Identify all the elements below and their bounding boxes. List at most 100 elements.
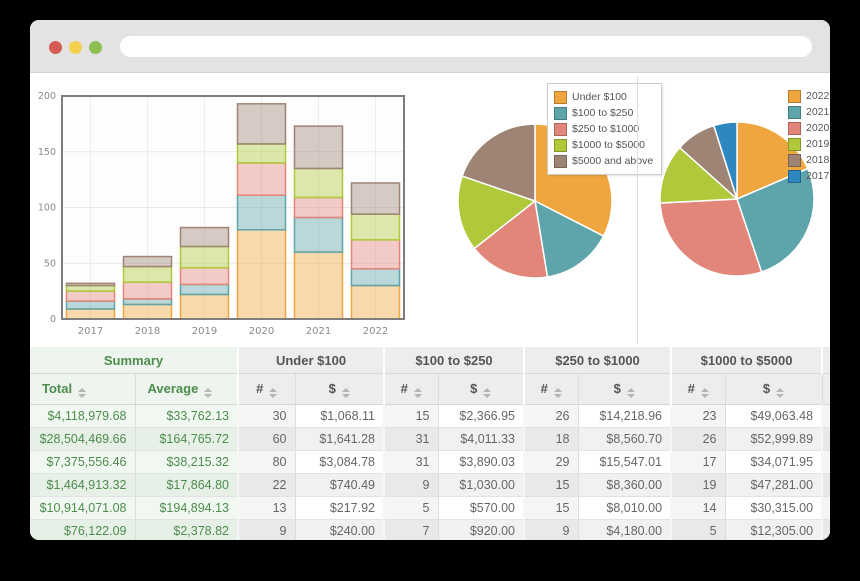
sort-icon[interactable] [269,387,278,398]
legend-item: 2022 [788,88,829,104]
clipped-cell [821,473,830,497]
close-window-icon[interactable] [49,41,62,54]
cell-amount: $8,010.00 [577,496,672,520]
cell-average: $38,215.32 [134,450,238,474]
table-row: $10,914,071.08 $194,894.13 13 $217.92 5 $570.… [30,496,830,520]
svg-text:2018: 2018 [135,326,160,337]
legend-swatch-icon [554,90,567,104]
sort-icon[interactable] [204,387,213,398]
legend-swatch-icon [554,106,567,120]
legend-label: 2017 [806,170,830,182]
column-header-count[interactable]: # [383,373,438,405]
legend-item: 2018 [788,152,829,168]
legend-label: $100 to $250 [572,107,634,119]
charts-panel: 2017 2018 2019 2020 2021 2022 0 50 100 150 200 Und… [30,73,830,347]
cell-amount: $1,641.28 [294,427,384,451]
sort-icon[interactable] [483,387,492,398]
legend-item: Under $100 [554,89,653,105]
legend-item: $1000 to $5000 [554,137,653,153]
sort-icon[interactable] [78,387,87,398]
column-header-count[interactable]: # [523,373,578,405]
cell-count: 26 [670,427,726,451]
cell-amount: $15,547.01 [577,450,672,474]
pie-legend-amount-ranges: Under $100 $100 to $250 $250 to $1000 $1000… [547,83,663,175]
svg-text:100: 100 [38,203,56,214]
sort-icon[interactable] [341,387,350,398]
pie-slice--5000-and-above [461,123,536,203]
cell-amount: $4,180.00 [577,519,672,540]
legend-item: 2021 [788,104,829,120]
column-header-total[interactable]: Total [30,373,135,405]
column-header-label: $ [328,380,336,396]
legend-label: 2019 [806,138,830,150]
legend-swatch-icon [788,169,801,183]
cell-amount: $8,360.00 [577,473,672,497]
cell-count: 5 [670,519,726,540]
pie-slice-2017 [712,121,738,200]
cell-count: 31 [383,427,438,451]
pie-chart-years [659,121,815,277]
cell-count: 19 [670,473,726,497]
cell-count: 17 [670,450,726,474]
svg-text:50: 50 [44,258,56,269]
column-header-label: Total [42,380,73,396]
clipped-cell [821,404,830,428]
group-header--100-to-250: $100 to $250 [383,347,524,374]
column-header-count[interactable]: # [237,373,295,405]
cell-amount: $740.49 [294,473,384,497]
sort-icon[interactable] [626,387,635,398]
pie-slice-2020 [659,198,763,277]
cell-count: 9 [383,473,438,497]
sort-icon[interactable] [553,387,562,398]
cell-count: 5 [383,496,438,520]
clipped-column-header [821,373,830,405]
column-header-amount[interactable]: $ [294,373,384,405]
sort-icon[interactable] [413,387,422,398]
pie-slice-2021 [736,167,815,273]
cell-amount: $4,011.33 [437,427,524,451]
legend-swatch-icon [788,137,801,151]
cell-total: $4,118,979.68 [30,404,135,428]
column-header-label: # [256,380,264,396]
cell-count: 7 [383,519,438,540]
cell-count: 22 [237,473,295,497]
url-bar[interactable] [120,36,812,57]
cell-amount: $1,030.00 [437,473,524,497]
column-header-average[interactable]: Average [134,373,238,405]
column-header-count[interactable]: # [670,373,726,405]
cell-count: 15 [523,496,578,520]
cell-count: 15 [383,404,438,428]
column-header-amount[interactable]: $ [724,373,823,405]
pie-slice--1000-to-5000 [457,175,537,250]
svg-text:2022: 2022 [363,326,388,337]
cell-count: 18 [523,427,578,451]
cell-amount: $1,068.11 [294,404,384,428]
cell-amount: $47,281.00 [724,473,823,497]
cell-amount: $14,218.96 [577,404,672,428]
cell-count: 13 [237,496,295,520]
pie-slice--100-to-250 [534,199,605,278]
column-header-amount[interactable]: $ [437,373,524,405]
legend-label: 2021 [806,106,830,118]
table-row: $4,118,979.68 $33,762.13 30 $1,068.11 15 $2,3… [30,404,830,428]
cell-average: $164,765.72 [134,427,238,451]
legend-label: Under $100 [572,91,627,103]
pie-legend-years: 2022 2021 2020 2019 2018 2017 [782,83,830,189]
cell-amount: $8,560.70 [577,427,672,451]
legend-swatch-icon [788,105,801,119]
sort-icon[interactable] [776,387,785,398]
minimize-window-icon[interactable] [69,41,82,54]
table-row: $28,504,469.66 $164,765.72 60 $1,641.28 31 $4… [30,427,830,451]
legend-swatch-icon [788,121,801,135]
cell-count: 9 [523,519,578,540]
column-header-label: $ [470,380,478,396]
column-header-label: $ [762,380,771,396]
cell-amount: $570.00 [437,496,524,520]
column-header-amount[interactable]: $ [577,373,672,405]
zoom-window-icon[interactable] [89,41,102,54]
column-header-label: $ [613,380,621,396]
sort-icon[interactable] [700,387,709,398]
group-header--1000-to-5000: $1000 to $5000 [670,347,823,374]
svg-text:150: 150 [38,147,56,158]
group-header--250-to-1000: $250 to $1000 [522,347,672,374]
